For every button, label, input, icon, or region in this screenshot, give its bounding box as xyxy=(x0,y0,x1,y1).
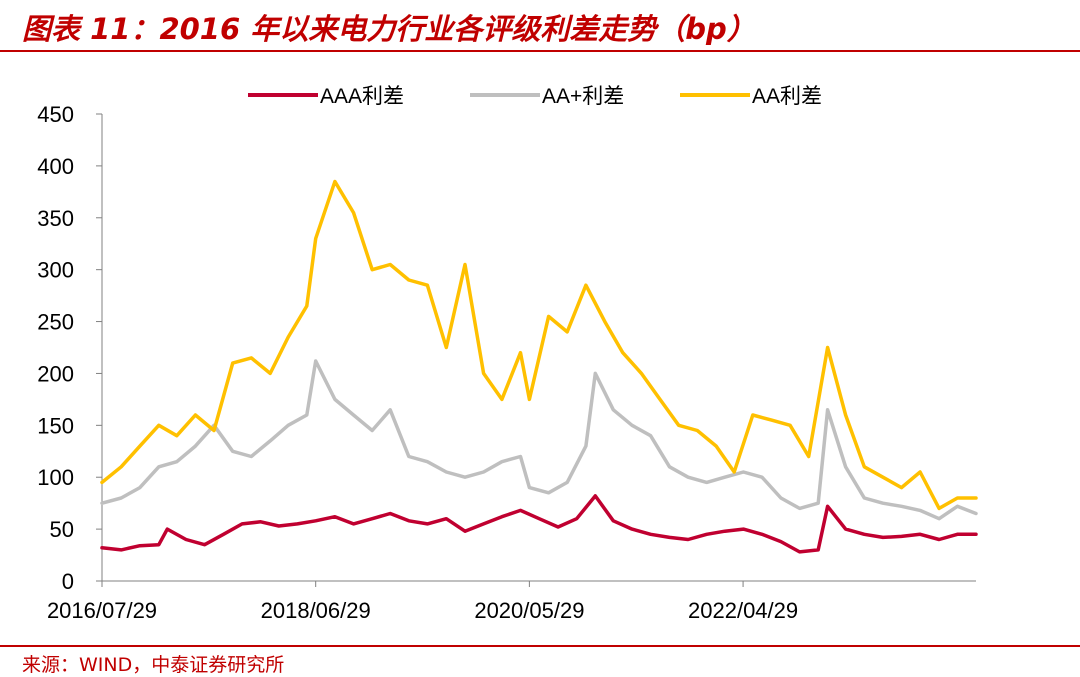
y-tick-label: 100 xyxy=(37,465,74,490)
x-tick-label: 2020/05/29 xyxy=(474,598,584,623)
chart-title: 图表 11：2016 年以来电力行业各评级利差走势（bp） xyxy=(22,12,756,46)
legend-label: AA利差 xyxy=(752,85,822,108)
y-tick-label: 50 xyxy=(50,517,74,542)
series-line-3 xyxy=(100,179,978,511)
y-tick-label: 350 xyxy=(37,206,74,231)
y-tick-label: 450 xyxy=(37,102,74,127)
series-line-1 xyxy=(100,494,978,554)
x-tick-label: 2018/06/29 xyxy=(261,598,371,623)
y-tick-label: 150 xyxy=(37,413,74,438)
legend-label: AAA利差 xyxy=(320,85,404,108)
series-line-2 xyxy=(100,359,978,521)
series-lines xyxy=(100,179,978,554)
legend: AAA利差 AA+利差 AA利差 xyxy=(248,85,822,108)
y-tick-label: 250 xyxy=(37,310,74,335)
title-divider xyxy=(0,50,1080,52)
y-tick-label: 400 xyxy=(37,154,74,179)
y-axis: 0 50 100 150 200 250 300 350 400 450 xyxy=(37,102,103,594)
source-note: 来源：WIND，中泰证券研究所 xyxy=(22,654,285,676)
x-tick-label: 2022/04/29 xyxy=(688,598,798,623)
x-tick-label: 2016/07/29 xyxy=(47,598,157,623)
legend-label: AA+利差 xyxy=(542,85,624,108)
y-tick-label: 300 xyxy=(37,258,74,283)
footer-divider xyxy=(0,645,1080,647)
x-axis: 2016/07/29 2018/06/29 2020/05/29 2022/04/29 xyxy=(47,580,976,623)
y-tick-label: 200 xyxy=(37,361,74,386)
y-tick-label: 0 xyxy=(62,569,74,594)
